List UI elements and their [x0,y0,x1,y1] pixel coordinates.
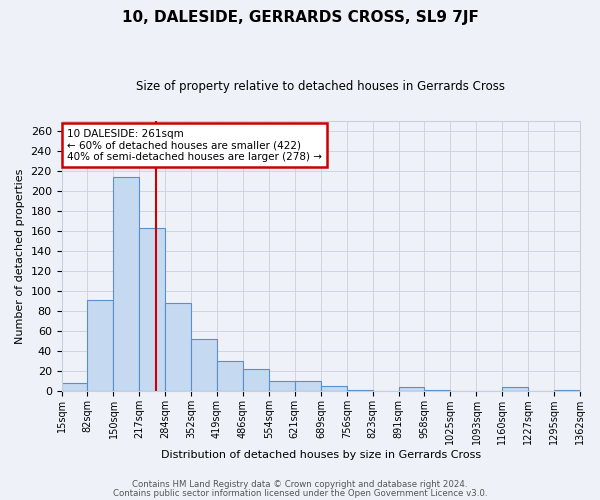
Bar [424,390,450,391]
Bar [217,361,243,391]
Title: Size of property relative to detached houses in Gerrards Cross: Size of property relative to detached ho… [136,80,505,93]
Bar [113,176,139,391]
Bar [62,383,88,391]
Bar [191,339,217,391]
Bar [554,390,580,391]
Bar [139,228,165,391]
Bar [88,300,113,391]
Bar [295,381,321,391]
Bar [321,386,347,391]
Text: Contains public sector information licensed under the Open Government Licence v3: Contains public sector information licen… [113,488,487,498]
Bar [502,387,528,391]
Y-axis label: Number of detached properties: Number of detached properties [15,168,25,344]
Bar [165,303,191,391]
X-axis label: Distribution of detached houses by size in Gerrards Cross: Distribution of detached houses by size … [161,450,481,460]
Text: 10, DALESIDE, GERRARDS CROSS, SL9 7JF: 10, DALESIDE, GERRARDS CROSS, SL9 7JF [122,10,478,25]
Bar [243,369,269,391]
Bar [347,390,373,391]
Text: Contains HM Land Registry data © Crown copyright and database right 2024.: Contains HM Land Registry data © Crown c… [132,480,468,489]
Bar [269,381,295,391]
Text: 10 DALESIDE: 261sqm
← 60% of detached houses are smaller (422)
40% of semi-detac: 10 DALESIDE: 261sqm ← 60% of detached ho… [67,128,322,162]
Bar [399,387,424,391]
